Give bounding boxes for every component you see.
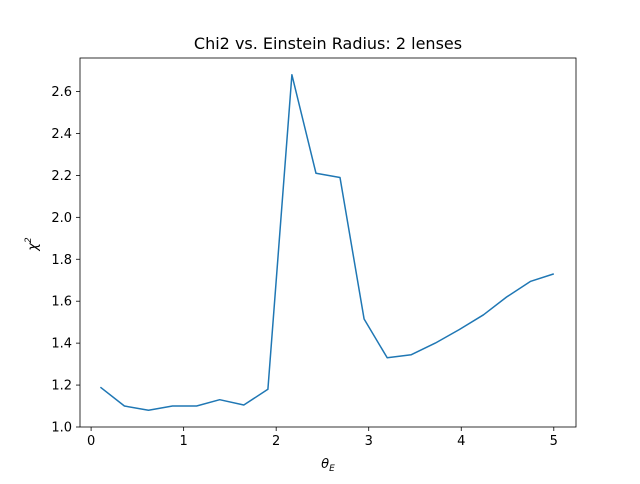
x-tick-label: 5 <box>550 434 558 449</box>
y-axis-label: χ2 <box>24 237 41 252</box>
x-axis-ticks: 0 1 2 3 4 5 <box>87 427 558 449</box>
x-tick-label: 0 <box>87 434 95 449</box>
y-tick-label: 1.4 <box>51 337 72 352</box>
y-tick-label: 1.2 <box>51 379 72 394</box>
x-tick-label: 2 <box>272 434 280 449</box>
x-tick-label: 1 <box>180 434 188 449</box>
plot-area <box>79 57 577 428</box>
y-tick-label: 1.6 <box>51 295 72 310</box>
chart-title: Chi2 vs. Einstein Radius: 2 lenses <box>194 34 462 53</box>
y-tick-label: 2.6 <box>51 85 72 100</box>
axes-frame <box>79 57 577 428</box>
series-line-0 <box>99 74 555 411</box>
y-tick-label: 2.4 <box>51 127 72 142</box>
y-tick-label: 1.8 <box>51 253 72 268</box>
x-axis-label-symbol: θ <box>321 457 329 472</box>
y-axis-label-symbol: χ <box>26 242 41 252</box>
x-tick-label: 4 <box>457 434 465 449</box>
y-tick-label: 2.2 <box>51 169 72 184</box>
x-axis-label: θE <box>321 457 335 474</box>
y-axis-ticks: 1.0 1.2 1.4 1.6 1.8 2.0 2.2 2.4 2.6 <box>51 85 80 436</box>
y-axis-label-superscript: 2 <box>24 237 34 243</box>
y-tick-label: 2.0 <box>51 211 72 226</box>
y-tick-label: 1.0 <box>51 421 72 436</box>
x-axis-label-subscript: E <box>329 464 335 474</box>
x-tick-label: 3 <box>365 434 373 449</box>
